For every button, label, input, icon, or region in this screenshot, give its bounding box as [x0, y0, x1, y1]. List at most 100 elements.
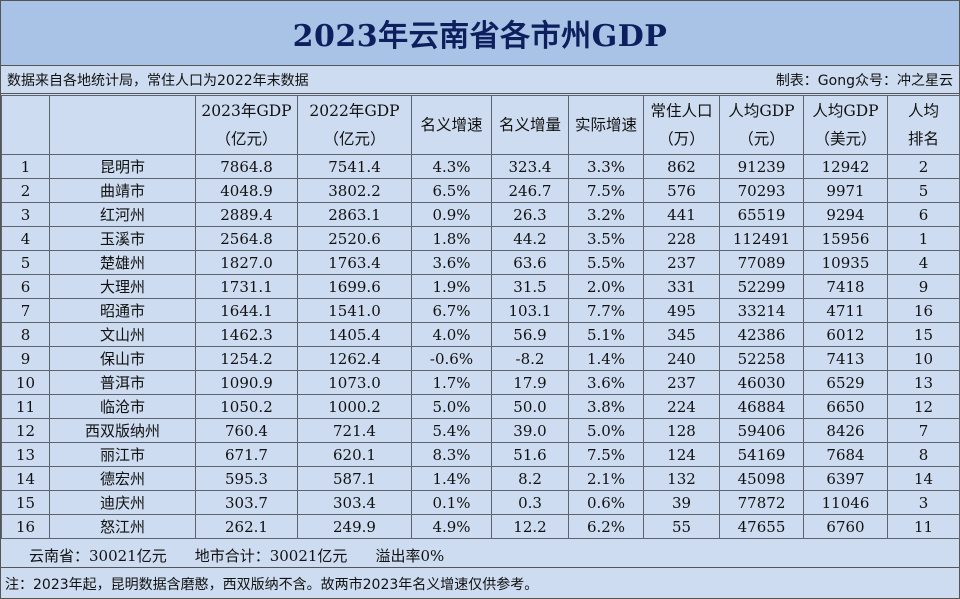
table-cell: 441: [643, 202, 720, 227]
column-header-line1: 人均GDP: [728, 102, 795, 120]
table-row: 12 西双版纳州 760.4 721.4 5.4% 39.0 5.0% 128 59406 842…: [1, 418, 960, 443]
table-cell: 228: [643, 226, 720, 251]
table-row: 13 丽江市 671.7 620.1 8.3% 51.6 7.5% 124 54169 7684 8: [1, 442, 960, 467]
table-cell: 7418: [803, 274, 888, 299]
table-cell: 246.7: [491, 178, 569, 203]
table-cell: 42386: [719, 322, 804, 347]
column-header-line1: 名义增量: [498, 116, 561, 134]
table-row: 16 怒江州 262.1 249.9 4.9% 12.2 6.2% 55 47655 6760 11: [1, 514, 960, 539]
table-cell: 13: [887, 370, 960, 395]
table-cell: 6760: [803, 514, 888, 539]
table-cell: -0.6%: [411, 346, 492, 371]
table-cell: 保山市: [49, 346, 196, 371]
table-cell: 10: [887, 346, 960, 371]
table-cell: 124: [643, 442, 720, 467]
table-cell: 0.9%: [411, 202, 492, 227]
table-cell: 1731.1: [195, 274, 298, 299]
header-row: 2023年GDP （亿元） 2022年GDP （亿元） 名义增速 名义增量 实际增速 常住人口…: [1, 95, 960, 155]
column-header-line2: （美元）: [814, 130, 877, 148]
table-cell: 2: [1, 178, 50, 203]
table-cell: 4.9%: [411, 514, 492, 539]
table-cell: 2.1%: [568, 466, 644, 491]
column-header: 人均 排名: [887, 95, 960, 155]
table-cell: 54169: [719, 442, 804, 467]
source-bar: 数据来自各地统计局，常住人口为2022年末数据 制表：Gong众号：冲之星云: [1, 66, 959, 94]
table-cell: 45098: [719, 466, 804, 491]
table-row: 7 昭通市 1644.1 1541.0 6.7% 103.1 7.7% 495 33214 471…: [1, 298, 960, 323]
gdp-table: 2023年GDP （亿元） 2022年GDP （亿元） 名义增速 名义增量 实际增速 常住人口…: [1, 95, 960, 539]
city-sum: 地市合计：30021亿元: [194, 547, 348, 565]
table-cell: 3.3%: [568, 154, 644, 179]
table-cell: 17.9: [491, 370, 569, 395]
table-cell: 128: [643, 418, 720, 443]
overflow-rate: 溢出率0%: [375, 547, 445, 565]
table-cell: 2: [887, 154, 960, 179]
table-cell: 文山州: [49, 322, 196, 347]
table-cell: 65519: [719, 202, 804, 227]
column-header-line1: 常住人口: [650, 102, 713, 120]
table-cell: 8426: [803, 418, 888, 443]
table-cell: 5.5%: [568, 250, 644, 275]
table-cell: 70293: [719, 178, 804, 203]
column-header-line2: （亿元）: [323, 130, 386, 148]
table-cell: 3802.2: [297, 178, 412, 203]
table-cell: 11: [1, 394, 50, 419]
table-cell: 1090.9: [195, 370, 298, 395]
table-cell: 4: [1, 226, 50, 251]
table-cell: 1405.4: [297, 322, 412, 347]
table-cell: 1827.0: [195, 250, 298, 275]
data-source-text: 数据来自各地统计局，常住人口为2022年末数据: [7, 72, 309, 89]
table-cell: 323.4: [491, 154, 569, 179]
table-cell: 3: [887, 490, 960, 515]
table-cell: 1.7%: [411, 370, 492, 395]
table-cell: 1254.2: [195, 346, 298, 371]
column-header-line1: 2022年GDP: [309, 102, 400, 120]
column-header: 人均GDP （元）: [719, 95, 804, 155]
table-cell: 9: [887, 274, 960, 299]
table-cell: 4.0%: [411, 322, 492, 347]
column-header: 2023年GDP （亿元）: [195, 95, 298, 155]
table-cell: 7541.4: [297, 154, 412, 179]
table-row: 9 保山市 1254.2 1262.4 -0.6% -8.2 1.4% 240 52258 741…: [1, 346, 960, 371]
table-cell: 5: [887, 178, 960, 203]
table-cell: 昭通市: [49, 298, 196, 323]
table-cell: 39.0: [491, 418, 569, 443]
table-cell: 237: [643, 250, 720, 275]
table-cell: 1000.2: [297, 394, 412, 419]
table-cell: 6650: [803, 394, 888, 419]
summary-bar: 云南省：30021亿元 地市合计：30021亿元 溢出率0%: [1, 544, 959, 568]
province-total: 云南省：30021亿元: [29, 547, 167, 565]
table-cell: 4: [887, 250, 960, 275]
table-cell: 1: [1, 154, 50, 179]
table-cell: 7: [887, 418, 960, 443]
table-cell: 3.6%: [568, 370, 644, 395]
table-row: 1 昆明市 7864.8 7541.4 4.3% 323.4 3.3% 862 91239 129…: [1, 154, 960, 179]
table-cell: 0.3: [491, 490, 569, 515]
page-title: 2023年云南省各市州GDP: [1, 1, 959, 66]
table-cell: 1050.2: [195, 394, 298, 419]
table-cell: 3.2%: [568, 202, 644, 227]
table-cell: 46030: [719, 370, 804, 395]
table-cell: 1541.0: [297, 298, 412, 323]
column-header: [1, 95, 50, 155]
table-row: 6 大理州 1731.1 1699.6 1.9% 31.5 2.0% 331 52299 7418…: [1, 274, 960, 299]
table-cell: 5.0%: [411, 394, 492, 419]
table-cell: 1: [887, 226, 960, 251]
footnote: 注：2023年起，昆明数据含磨憨，西双版纳不含。故两市2023年名义增速仅供参考…: [5, 576, 539, 593]
table-cell: 12942: [803, 154, 888, 179]
table-cell: 303.4: [297, 490, 412, 515]
table-cell: 495: [643, 298, 720, 323]
table-cell: 1.8%: [411, 226, 492, 251]
table-cell: 曲靖市: [49, 178, 196, 203]
column-header-line2: 排名: [907, 130, 939, 148]
table-cell: 51.6: [491, 442, 569, 467]
table-cell: 721.4: [297, 418, 412, 443]
table-cell: 12.2: [491, 514, 569, 539]
table-cell: 1262.4: [297, 346, 412, 371]
table-cell: 12: [887, 394, 960, 419]
table-cell: 46884: [719, 394, 804, 419]
table-cell: 620.1: [297, 442, 412, 467]
column-header: 实际增速: [568, 95, 644, 155]
table-cell: -8.2: [491, 346, 569, 371]
table-cell: 5.1%: [568, 322, 644, 347]
